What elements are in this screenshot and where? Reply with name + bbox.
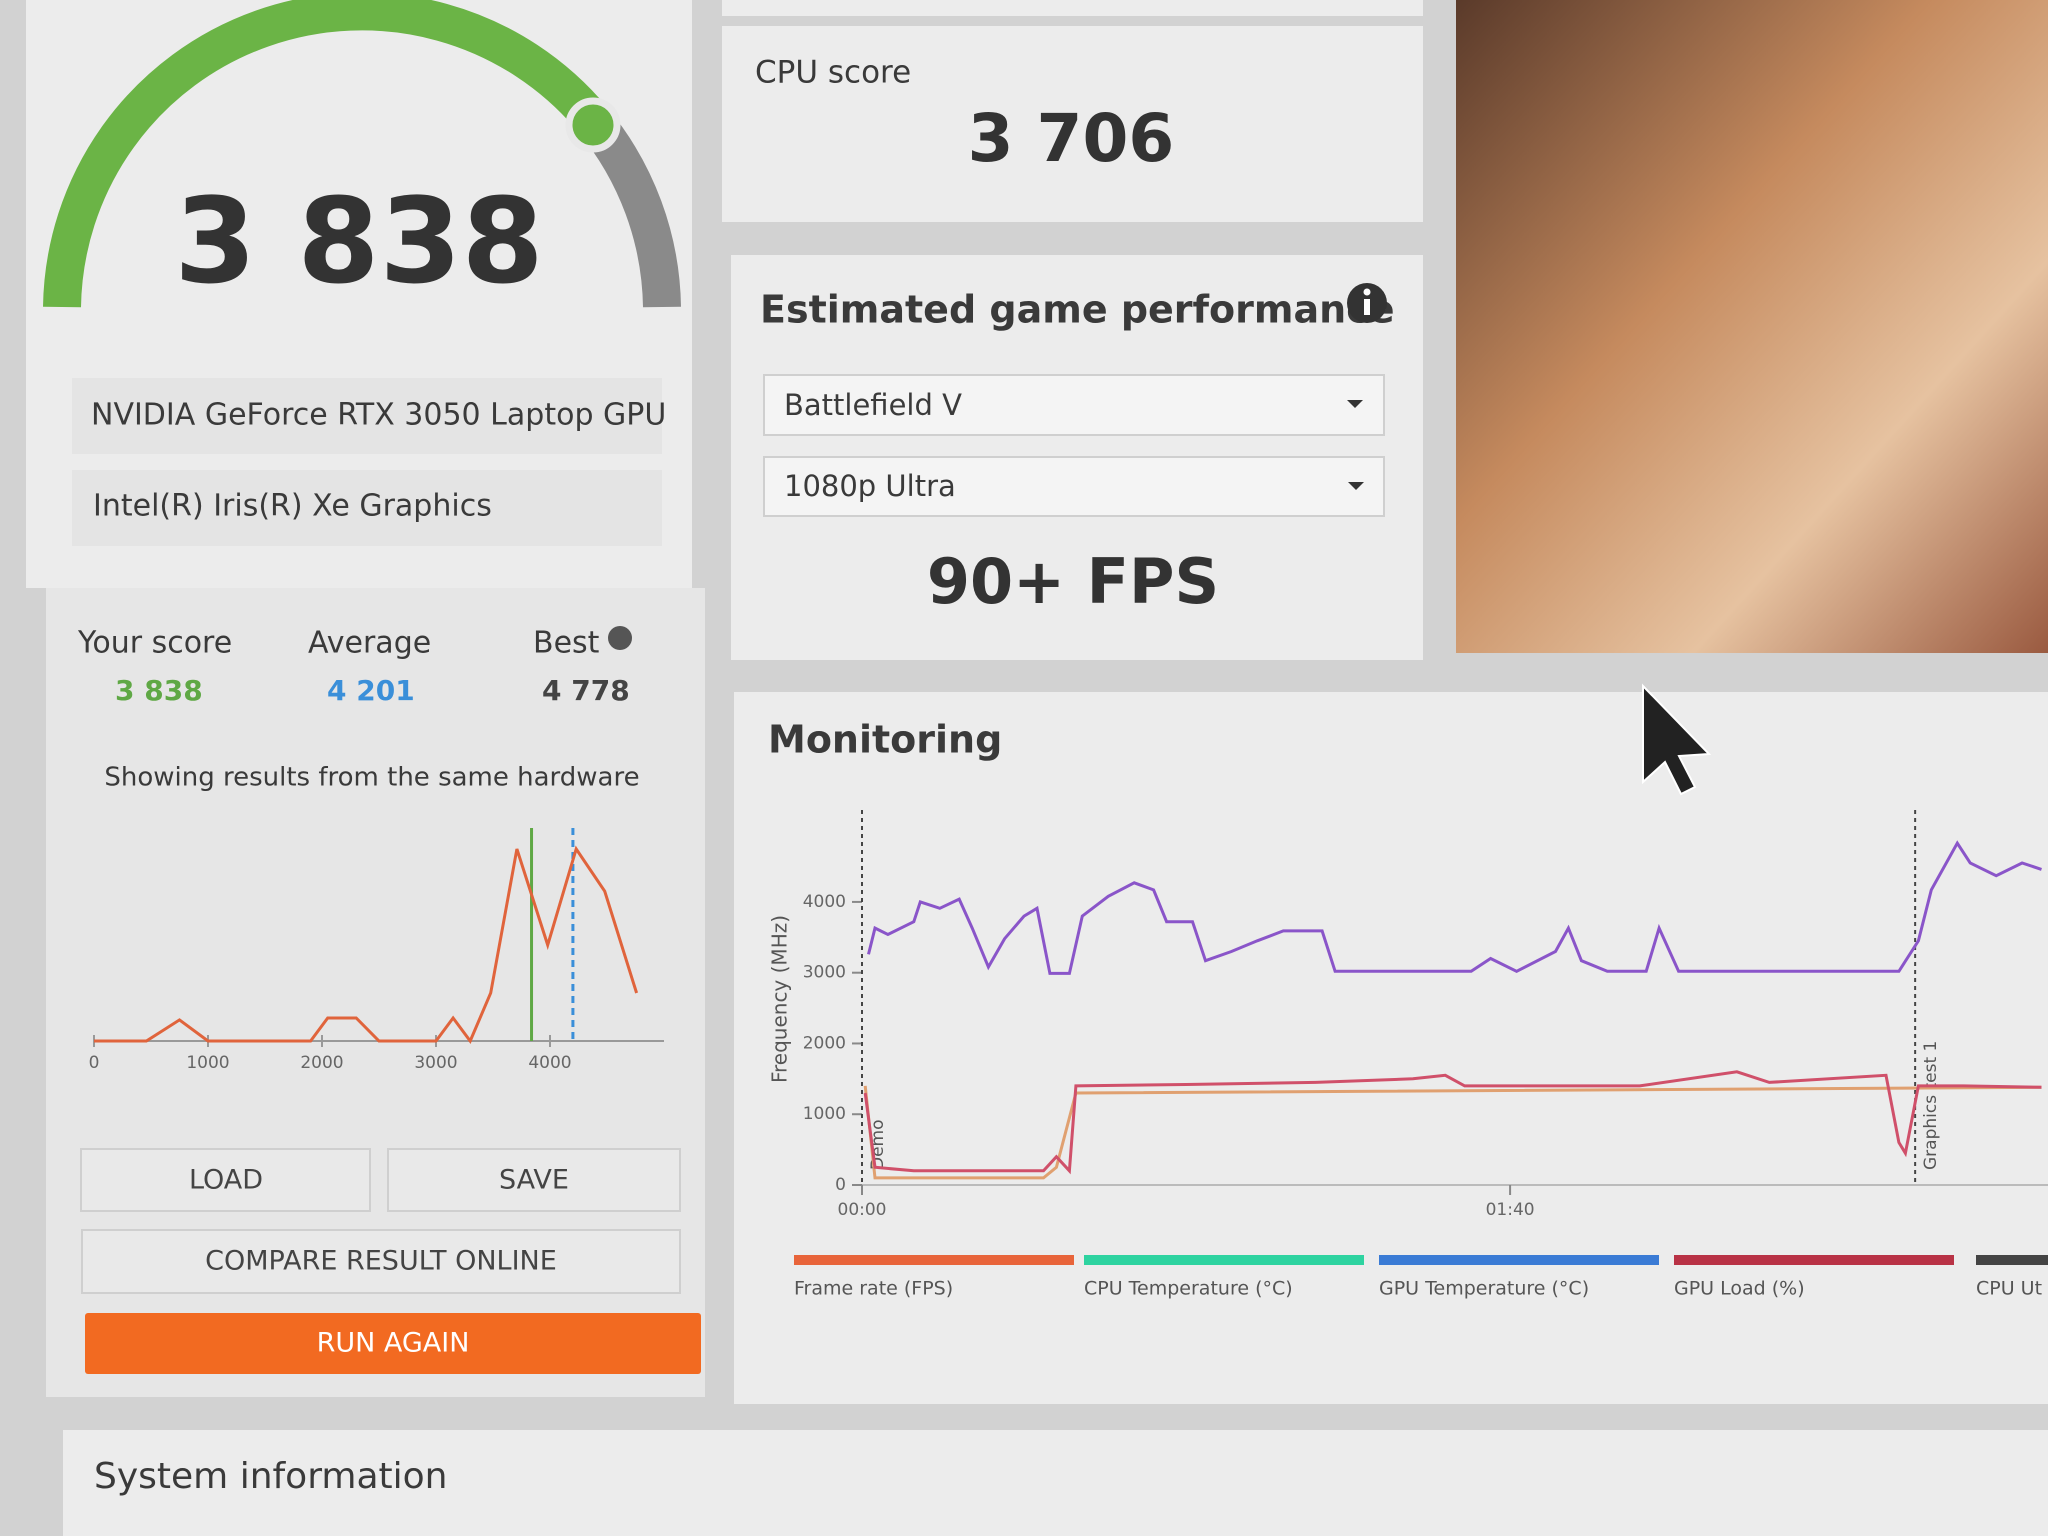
info-icon-bar [1364, 299, 1370, 315]
legend-label[interactable]: GPU Load (%) [1674, 1278, 1805, 1300]
comparison-label: Best [533, 626, 600, 661]
legend-label[interactable]: CPU Temperature (°C) [1084, 1278, 1293, 1300]
x-tick-label: 0 [89, 1053, 100, 1073]
x-tick-label: 3000 [414, 1053, 457, 1073]
fps-value: 90+ FPS [927, 545, 1219, 618]
best-info-icon[interactable] [608, 626, 632, 650]
load-label: LOAD [189, 1165, 263, 1196]
y-tick-label: 0 [835, 1175, 846, 1195]
compare-label: COMPARE RESULT ONLINE [205, 1246, 557, 1277]
game-dropdown[interactable] [763, 374, 1385, 436]
compare-button[interactable] [81, 1229, 681, 1294]
gpu-row [72, 378, 662, 454]
y-tick-label: 4000 [803, 892, 846, 912]
legend-swatch [794, 1255, 1074, 1265]
comparison-value: 3 838 [115, 674, 203, 707]
gauge-fill [43, 0, 608, 308]
system-info-panel [63, 1430, 2048, 1536]
cpu-score-value: 3 706 [968, 100, 1175, 177]
monitoring-title: Monitoring [768, 718, 1002, 762]
x-tick-label: 4000 [528, 1053, 571, 1073]
gpu-name: NVIDIA GeForce RTX 3050 Laptop GPU [91, 398, 666, 433]
y-axis-label: Frequency (MHz) [768, 915, 792, 1083]
gauge-knob [565, 97, 621, 153]
benchmark-artwork [1456, 0, 2048, 653]
legend-label[interactable]: Frame rate (FPS) [794, 1278, 953, 1300]
comparison-note: Showing results from the same hardware [104, 763, 639, 793]
comparison-value: 4 778 [542, 674, 630, 707]
dropdown-arrow [1348, 482, 1364, 490]
dropdown-arrow [1347, 400, 1363, 408]
preset-dropdown-text: 1080p Ultra [784, 469, 956, 503]
save-label: SAVE [499, 1165, 569, 1196]
legend-swatch [1976, 1255, 2048, 1265]
legend-label[interactable]: CPU Ut [1976, 1278, 2042, 1300]
system-info-title: System information [94, 1456, 447, 1497]
section-label: Graphics test 1 [1921, 1041, 1941, 1170]
y-tick-label: 1000 [803, 1104, 846, 1124]
legend-swatch [1674, 1255, 1954, 1265]
legend-label[interactable]: GPU Temperature (°C) [1379, 1278, 1589, 1300]
data-line [94, 845, 639, 1044]
x-tick-label: 1000 [186, 1053, 229, 1073]
y-tick-label: 2000 [803, 1033, 846, 1053]
comparison-label: Average [308, 626, 431, 661]
save-button[interactable] [387, 1148, 681, 1212]
cpu-score-panel [722, 26, 1423, 222]
legend-swatch [1379, 1255, 1659, 1265]
run-again-button[interactable] [85, 1313, 701, 1374]
y-tick-label: 3000 [803, 963, 846, 983]
preset-dropdown[interactable] [763, 456, 1385, 517]
igpu-name: Intel(R) Iris(R) Xe Graphics [93, 489, 492, 524]
x-tick-label: 2000 [300, 1053, 343, 1073]
game-title: Estimated game performance [760, 288, 1395, 332]
data-line [863, 1070, 2042, 1175]
mouse-cursor [1642, 683, 1712, 796]
monitoring-panel [734, 692, 2048, 1404]
comparison-label: Your score [77, 626, 232, 661]
igpu-row [72, 470, 662, 546]
run-again-label: RUN AGAIN [317, 1328, 470, 1359]
top-panel [722, 0, 1423, 16]
comparison-value: 4 201 [327, 674, 415, 707]
x-tick-label: 00:00 [838, 1200, 887, 1220]
load-button[interactable] [80, 1148, 371, 1212]
x-tick-label: 01:40 [1486, 1200, 1535, 1220]
info-icon-dot [1363, 288, 1371, 296]
cpu-score-label: CPU score [755, 55, 911, 91]
main-score: 3 838 [174, 172, 544, 310]
legend-swatch [1084, 1255, 1364, 1265]
data-line [867, 840, 2042, 975]
game-dropdown-text: Battlefield V [784, 388, 962, 422]
